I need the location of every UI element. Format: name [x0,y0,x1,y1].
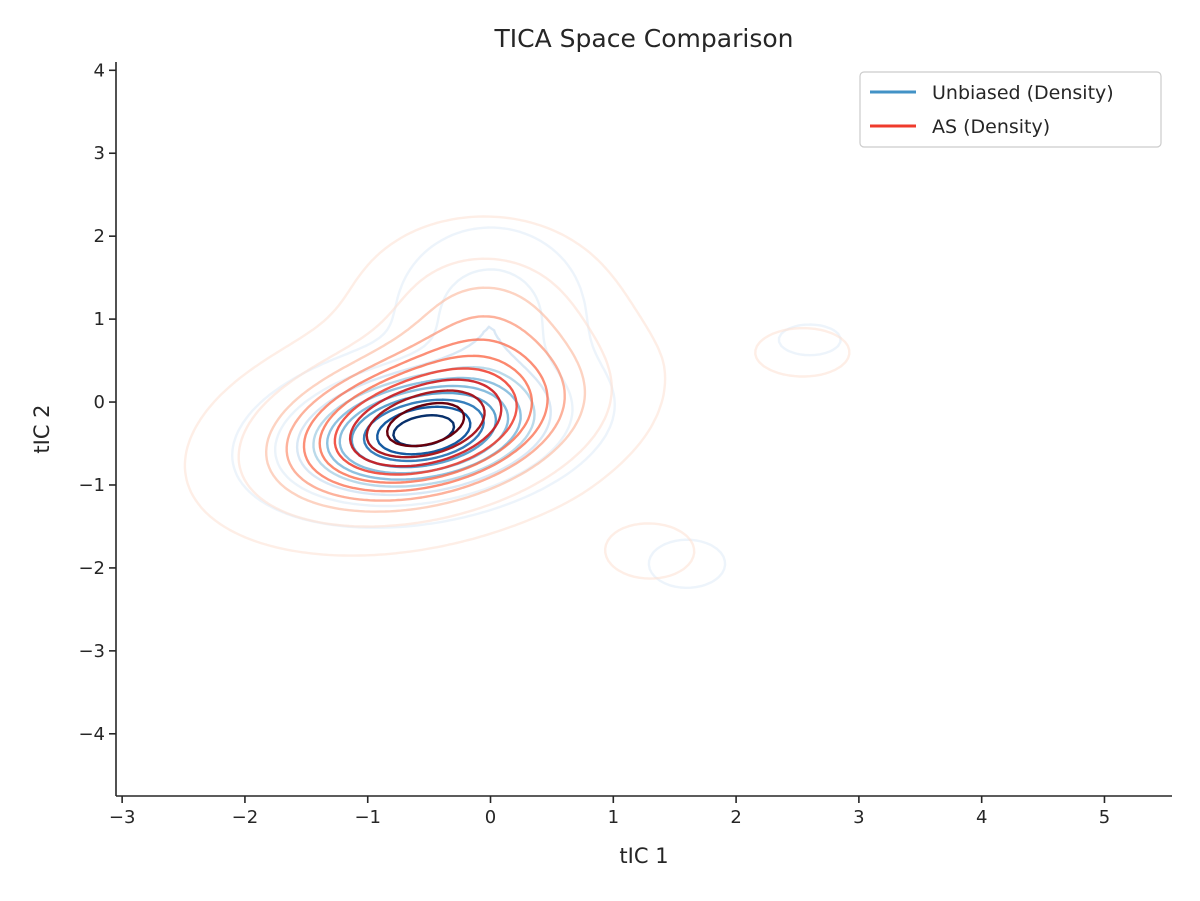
x-tick-label: −3 [109,807,136,828]
legend-frame [859,71,1162,148]
y-tick-label: −1 [78,475,105,496]
y-tick-label: 0 [94,392,105,413]
chart-title: TICA Space Comparison [494,24,794,53]
contour-as-level-5 [318,354,534,484]
contour-as-level-1 [237,257,613,528]
contour-unbiased-level-2 [295,325,552,497]
contour-as-level-6 [333,367,518,476]
x-tick-label: 2 [730,807,741,828]
x-axis-ticks: −3 −2 −1 0 1 2 3 4 5 [109,796,1110,828]
contour-unbiased-level-1 [274,268,574,508]
contour-as-level-3 [285,315,566,502]
contour-as-level-2 [265,286,587,513]
y-tick-label: 3 [94,143,105,164]
x-tick-label: 1 [608,807,619,828]
legend-label-as: AS (Density) [932,116,1050,138]
contour-as-level-4 [302,338,549,493]
y-tick-label: 4 [94,60,105,81]
legend: Unbiased (Density) AS (Density) [859,71,1162,148]
y-tick-label: −2 [78,558,105,579]
y-tick-label: −3 [78,641,105,662]
contour-unbiased-level-9 [392,414,456,448]
plot-area [183,215,851,589]
x-tick-label: −2 [232,807,259,828]
x-tick-label: −1 [354,807,381,828]
x-tick-label: 5 [1099,807,1110,828]
y-axis-label: tIC 2 [30,404,54,453]
contours-as-density [183,215,851,580]
x-tick-label: 4 [976,807,987,828]
y-tick-label: 2 [94,226,105,247]
y-tick-label: 1 [94,309,105,330]
contour-as-level-9 [386,401,466,448]
legend-label-unbiased: Unbiased (Density) [932,82,1114,104]
contour-as-level-7 [348,378,503,468]
contour-as-level-0 [183,215,851,580]
y-tick-label: −4 [78,724,105,745]
y-axis-ticks: −4 −3 −2 −1 0 1 2 3 4 [78,60,116,745]
x-tick-label: 3 [853,807,864,828]
x-tick-label: 0 [485,807,496,828]
x-axis-label: tIC 1 [619,844,668,868]
contour-as-level-8 [365,389,486,459]
